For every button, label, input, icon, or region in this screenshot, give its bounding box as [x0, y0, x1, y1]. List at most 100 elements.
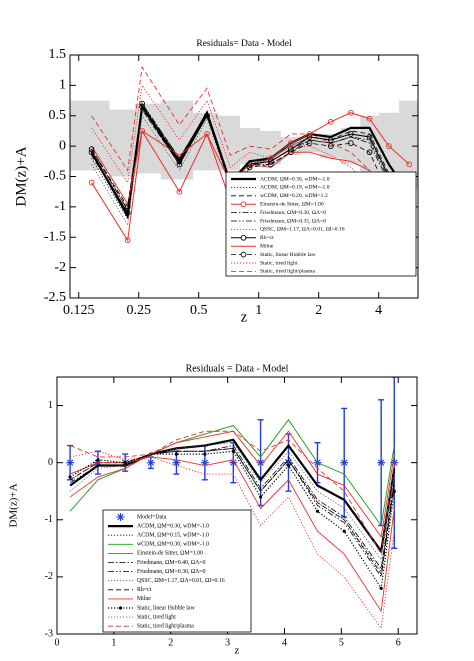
marker [348, 131, 354, 137]
legend-label: Friedmann, ΩM=0.30, ΩΛ=0 [137, 569, 206, 575]
plot-area [66, 377, 399, 630]
marker [366, 134, 373, 140]
chart-title: Residuals = Data - Model [186, 363, 289, 374]
chart-title: Residuals= Data - Model [196, 39, 292, 49]
legend-label: Static, tired light/plasma [137, 624, 194, 630]
y-tick-label: 1 [48, 400, 53, 411]
marker [259, 495, 263, 499]
y-axis-label: DM(z)+A [13, 146, 29, 206]
marker [204, 112, 210, 119]
marker [348, 109, 354, 116]
y-tick-label: -1.5 [44, 229, 66, 244]
x-tick-label: 0 [55, 637, 60, 648]
legend-label: Friedmann, ΩM=0.40, ΩΛ=0 [137, 560, 206, 566]
marker [406, 161, 413, 168]
x-tick-label: 2 [315, 303, 322, 318]
legend-marker [240, 251, 247, 258]
marker [327, 137, 334, 143]
legend-label: Einstein-de Sitter, ΩM=1.00 [260, 201, 324, 207]
marker [176, 158, 183, 165]
legend-label: wCDM, ΩM=0.20, wDM=1.2 [260, 193, 328, 199]
marker [306, 134, 313, 140]
marker [231, 449, 235, 453]
marker [288, 149, 294, 156]
marker [88, 179, 95, 186]
legend-label: Static, linear Hubble law [260, 252, 317, 258]
x-axis-label: z [241, 309, 248, 325]
y-tick-label: 0 [59, 138, 66, 153]
legend-marker [240, 201, 247, 208]
legend-box [225, 171, 417, 277]
marker [306, 140, 313, 146]
x-axis-label: z [235, 645, 240, 657]
legend-marker [116, 513, 125, 521]
series-line [91, 102, 410, 226]
marker [203, 452, 207, 456]
series-line [91, 130, 410, 244]
legend-label: Einstein-de Sitter, ΩM=1.00 [137, 551, 203, 557]
series-line [91, 102, 410, 212]
y-tick-label: -3 [45, 628, 53, 639]
x-tick-label: 1 [255, 303, 262, 318]
legend-label: QSSC, ΩM=1.17, ΩΛ=0.01, ΩI=0.16 [260, 227, 345, 233]
plot-area [70, 65, 418, 274]
y-tick-label: 1.5 [49, 47, 67, 62]
marker [327, 118, 334, 125]
series-line [91, 105, 410, 215]
marker [342, 529, 346, 533]
marker [176, 188, 183, 195]
x-tick-label: 6 [396, 637, 401, 648]
legend-label: Milne [137, 596, 151, 602]
legend-label: Rh=ct [260, 235, 274, 241]
marker [288, 146, 294, 153]
x-tick-label: 3 [225, 637, 230, 648]
marker [286, 463, 291, 468]
marker [267, 161, 274, 168]
series-line [91, 112, 410, 242]
marker [204, 131, 210, 137]
marker [267, 158, 274, 165]
marker [256, 458, 265, 467]
marker [172, 458, 181, 467]
marker [96, 458, 100, 462]
series-line [69, 430, 395, 556]
marker [123, 461, 127, 465]
marker [124, 210, 131, 216]
x-tick-label: 2 [168, 637, 173, 648]
y-tick-label: 0.5 [49, 108, 67, 123]
marker [246, 164, 253, 171]
x-tick-label: 0.5 [190, 303, 208, 318]
legend-label: Static, tired light/plasma [260, 269, 315, 275]
x-tick-label: 4 [375, 303, 382, 318]
marker [66, 458, 75, 467]
y-tick-label: -2 [45, 571, 53, 582]
marker [327, 143, 334, 149]
y-tick-label: -2.5 [44, 290, 66, 305]
marker [284, 458, 293, 467]
series-line [69, 442, 395, 561]
series-line [91, 65, 410, 274]
legend: Model=Data ΛCDM, ΩM=0.30, wDM=-1.0 ΛCDM, Ω… [102, 509, 252, 633]
error-band [70, 100, 418, 189]
marker [366, 149, 373, 156]
legend-label: ΛCDM, ΩM=0.19, wDM=-1.0 [260, 185, 330, 191]
marker [366, 115, 373, 122]
x-tick-label: 0.125 [63, 303, 95, 318]
legend-label: Friedmann, ΩM=0.30, ΩΛ=0 [260, 210, 326, 216]
marker [379, 586, 383, 590]
marker [377, 458, 386, 467]
x-tick-label: 0.25 [126, 303, 151, 318]
legend-label: Milne [260, 243, 274, 249]
marker [306, 131, 313, 137]
y-tick-label: -1 [45, 514, 53, 525]
marker [340, 458, 349, 467]
marker [174, 452, 179, 456]
marker [88, 146, 95, 153]
series-line [69, 450, 395, 630]
marker [124, 237, 131, 244]
legend-label: Friedmann, ΩM=0.35, ΩΛ=0 [260, 218, 326, 224]
marker [68, 475, 72, 479]
marker [288, 140, 294, 146]
legend-marker [240, 234, 247, 241]
